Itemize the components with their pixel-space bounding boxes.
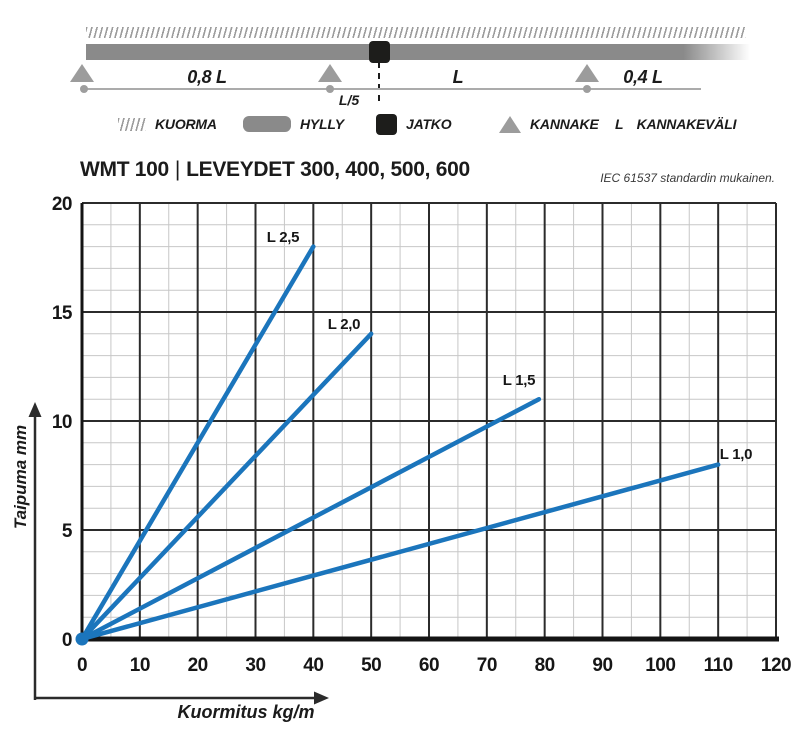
series-label-L-2-5: L 2,5 [267, 229, 299, 246]
y-tick-label: 10 [52, 412, 72, 433]
shelf-beam [86, 44, 750, 60]
y-tick-label: 15 [52, 303, 73, 324]
series-line-L-1-5 [79, 396, 542, 642]
support-swatch-icon [499, 115, 521, 133]
support-triangle-left [70, 64, 94, 82]
joint-square [369, 41, 390, 63]
series-line-L-1-0 [79, 462, 721, 642]
y-axis-arrow-head-icon [28, 402, 42, 417]
span-label-left: 0,8 L [187, 67, 227, 87]
series-label-L-1-5: L 1,5 [503, 372, 535, 389]
legend-label-jatko: JATKO [406, 116, 452, 132]
series-line-L-2-0 [79, 331, 374, 642]
load-hatch-strip [86, 27, 746, 38]
joint-swatch-icon [376, 113, 397, 135]
dimension-dot-middle [326, 85, 334, 93]
joint-dashed-line [378, 62, 380, 101]
dimension-dot-right [583, 85, 591, 93]
joint-offset-label: L/5 [338, 92, 360, 108]
legend-item-kuorma: KUORMA [118, 112, 217, 136]
title-divider: | [174, 158, 181, 181]
y-tick-label: 20 [52, 195, 72, 215]
span-label-middle: L [452, 67, 464, 87]
x-tick-label: 120 [761, 655, 791, 676]
series-line-L-2-5 [79, 244, 316, 642]
legend-item-jatko: JATKO [376, 112, 452, 136]
legend-item-kannakevali: L KANNAKEVÄLI [615, 112, 736, 136]
span-label-right: 0,4 L [623, 67, 663, 87]
dimension-dot-left [80, 85, 88, 93]
legend-item-hylly: HYLLY [243, 112, 344, 136]
grid-layer [80, 202, 779, 642]
hatch-swatch-icon [118, 117, 146, 131]
dimension-line [84, 88, 701, 90]
series-label-L-1-0: L 1,0 [720, 446, 752, 463]
x-tick-label: 0 [77, 655, 87, 676]
support-triangle-middle [318, 64, 342, 82]
x-tick-label: 50 [361, 655, 381, 676]
x-tick-label: 60 [419, 655, 439, 676]
legend-label-kannakevali: KANNAKEVÄLI [636, 116, 737, 132]
x-tick-label: 70 [477, 655, 497, 676]
standard-note: IEC 61537 standardin mukainen. [600, 171, 775, 185]
x-axis-arrow-head-icon [314, 691, 329, 705]
series-label-L-2-0: L 2,0 [328, 316, 360, 333]
tick-layer: 0 10 20 30 40 50 60 70 80 90 100 110 120 0 5 10 15 20 [52, 195, 792, 676]
origin-point [75, 632, 89, 646]
x-tick-label: 20 [188, 655, 208, 676]
legend-item-kannake: KANNAKE [499, 112, 599, 136]
x-tick-label: 90 [592, 655, 612, 676]
page-title: WMT 100 | LEVEYDET 300, 400, 500, 600 [80, 158, 470, 182]
x-tick-label: 110 [704, 655, 733, 676]
deflection-chart: L 2,5L 2,0L 1,5L 1,0 0 10 20 30 40 50 60 70 80 90… [28, 195, 792, 705]
y-axis-title: Taipuma mm [11, 424, 30, 530]
x-tick-label: 40 [303, 655, 323, 676]
shelf-swatch-icon [243, 116, 291, 132]
model-name: WMT 100 [80, 158, 169, 181]
legend-label-kuorma: KUORMA [155, 116, 217, 132]
x-tick-label: 80 [535, 655, 555, 676]
series-layer: L 2,5 L 2,0 L 1,5 L 1,0 [75, 229, 753, 646]
x-tick-label: 10 [130, 655, 150, 676]
x-tick-label: 30 [245, 655, 265, 676]
legend-label-kannake: KANNAKE [530, 116, 599, 132]
spacing-letter-symbol: L [615, 116, 624, 132]
y-tick-label: 0 [62, 630, 72, 651]
x-tick-label: 100 [645, 655, 675, 676]
y-tick-label: 5 [62, 521, 73, 542]
x-axis-title: Kuormitus kg/m [177, 702, 315, 722]
widths-subtitle: LEVEYDET 300, 400, 500, 600 [186, 158, 470, 181]
support-triangle-right [575, 64, 599, 82]
axis-arrows [28, 402, 329, 705]
legend-label-hylly: HYLLY [300, 116, 344, 132]
